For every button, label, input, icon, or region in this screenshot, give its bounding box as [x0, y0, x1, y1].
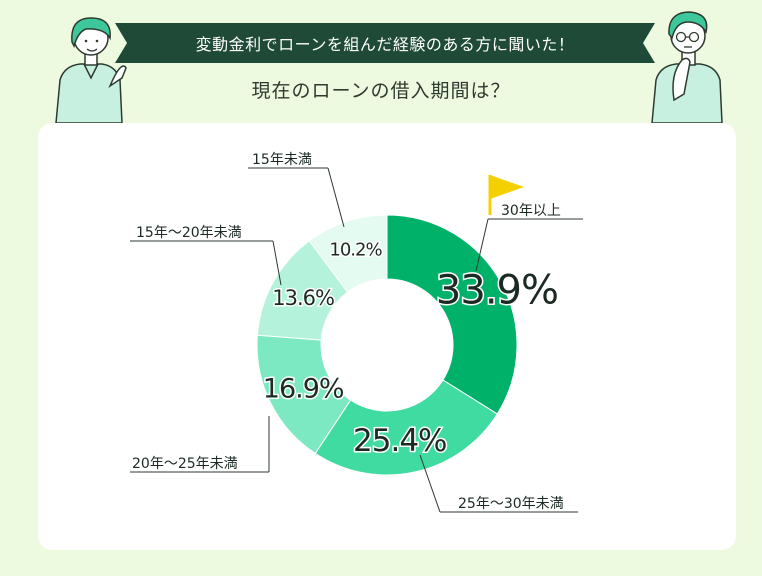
- donut-slice: [308, 214, 388, 293]
- man-illustration: [651, 11, 723, 123]
- slice-category-label: 30年以上: [501, 203, 561, 219]
- slice-category-label: 15年未満: [252, 152, 312, 168]
- leader-line: [419, 454, 441, 513]
- slice-value-label: 25.4%: [353, 423, 446, 459]
- slice-value-label: 33.9%: [436, 268, 558, 314]
- banner-ribbon-shape: [115, 23, 655, 63]
- leader-line: [475, 218, 489, 272]
- slice-value-label: 10.2%: [329, 240, 382, 261]
- woman-illustration: [55, 17, 127, 123]
- question-title: 現在のローンの借入期間は？: [251, 80, 511, 102]
- question-banner: 変動金利でローンを組んだ経験のある方に聞いた！: [115, 23, 655, 63]
- donut-slice: [386, 214, 518, 415]
- donut-chart: 33.9% 30年以上 25.4% 25年〜30年未満 16.9% 20年〜25年未満 13…: [130, 152, 583, 513]
- leader-line: [327, 167, 345, 228]
- donut-slice: [314, 379, 498, 476]
- banner-title: 変動金利でローンを組んだ経験のある方に聞いた！: [195, 35, 575, 54]
- leader-line: [272, 240, 282, 286]
- slice-category-label: 15年〜20年未満: [136, 225, 242, 241]
- slice-value-label: 16.9%: [263, 373, 344, 404]
- slice-value-label: 13.6%: [272, 286, 334, 310]
- slice-category-label: 25年〜30年未満: [458, 496, 564, 512]
- slice-category-label: 20年〜25年未満: [132, 456, 238, 472]
- chart-card: 33.9% 30年以上 25.4% 25年〜30年未満 16.9% 20年〜25年未満 13…: [38, 123, 736, 550]
- flag-icon: [490, 175, 524, 199]
